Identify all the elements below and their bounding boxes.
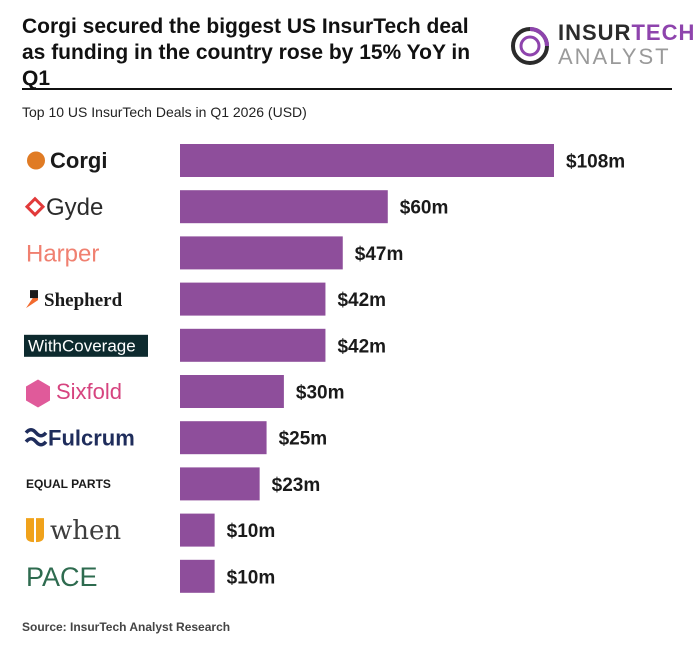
bar-equal-parts bbox=[180, 467, 260, 501]
logo-text-withcoverage: WithCoverage bbox=[28, 336, 136, 355]
logo-harper: Harper bbox=[26, 240, 99, 267]
value-label-sixfold: $30m bbox=[296, 383, 345, 404]
corgi-icon bbox=[27, 151, 45, 170]
logo-gyde: Gyde bbox=[24, 194, 103, 221]
when-icon bbox=[26, 518, 44, 543]
logo-when: when bbox=[26, 516, 121, 546]
chart-subtitle: Top 10 US InsurTech Deals in Q1 2026 (US… bbox=[22, 104, 307, 120]
logo-shepherd: Shepherd bbox=[26, 290, 123, 311]
bar-fulcrum bbox=[180, 421, 267, 455]
bar-chart: $108m Corgi $60m Gyde $47m Harper $42m Shepherd… bbox=[24, 144, 625, 593]
value-label-harper: $47m bbox=[355, 244, 404, 265]
value-label-when: $10m bbox=[227, 521, 276, 542]
logo-text-equal-parts: EQUAL PARTS bbox=[26, 477, 111, 491]
bar-when bbox=[180, 513, 215, 547]
logo-text-fulcrum: Fulcrum bbox=[48, 425, 135, 450]
brand-logo: INSURTECH ANALYST bbox=[508, 18, 694, 74]
value-label-shepherd: $42m bbox=[337, 290, 386, 311]
value-label-pace: $10m bbox=[227, 567, 276, 588]
bar-corgi bbox=[180, 144, 554, 177]
bar-gyde bbox=[180, 190, 388, 224]
logo-pace: PACE bbox=[26, 562, 98, 592]
bar-pace bbox=[180, 559, 215, 593]
headline: Corgi secured the biggest US InsurTech d… bbox=[22, 15, 471, 90]
brand-bottom-text: ANALYST bbox=[558, 44, 671, 69]
bar-shepherd bbox=[180, 282, 326, 316]
fulcrum-icon bbox=[24, 427, 48, 447]
value-label-gyde: $60m bbox=[400, 198, 449, 219]
value-label-equal-parts: $23m bbox=[272, 475, 321, 496]
source-note: Source: InsurTech Analyst Research bbox=[22, 620, 231, 634]
header-divider bbox=[22, 88, 672, 90]
logo-text-when: when bbox=[50, 516, 121, 546]
brand-top-text: INSURTECH bbox=[558, 20, 696, 45]
value-label-corgi: $108m bbox=[566, 152, 625, 173]
sixfold-icon bbox=[26, 379, 50, 408]
brand-ring-icon bbox=[511, 27, 549, 65]
value-label-fulcrum: $25m bbox=[279, 429, 328, 450]
logo-sixfold: Sixfold bbox=[26, 379, 122, 408]
logo-text-harper: Harper bbox=[26, 240, 99, 267]
logo-equal-parts: EQUAL PARTS bbox=[26, 477, 111, 491]
bar-harper bbox=[180, 236, 343, 270]
logo-withcoverage: WithCoverage bbox=[24, 334, 148, 357]
withcoverage-badge bbox=[24, 334, 148, 357]
logo-corgi: Corgi bbox=[27, 148, 107, 173]
logo-fulcrum: Fulcrum bbox=[24, 425, 135, 450]
logo-text-gyde: Gyde bbox=[46, 194, 103, 221]
logo-text-pace: PACE bbox=[26, 562, 98, 592]
bar-sixfold bbox=[180, 375, 284, 408]
logo-text-corgi: Corgi bbox=[50, 148, 107, 173]
value-label-withcoverage: $42m bbox=[337, 336, 386, 357]
gyde-icon bbox=[24, 196, 46, 217]
logo-text-shepherd: Shepherd bbox=[44, 290, 123, 311]
logo-text-sixfold: Sixfold bbox=[56, 379, 122, 404]
bar-withcoverage bbox=[180, 328, 326, 362]
